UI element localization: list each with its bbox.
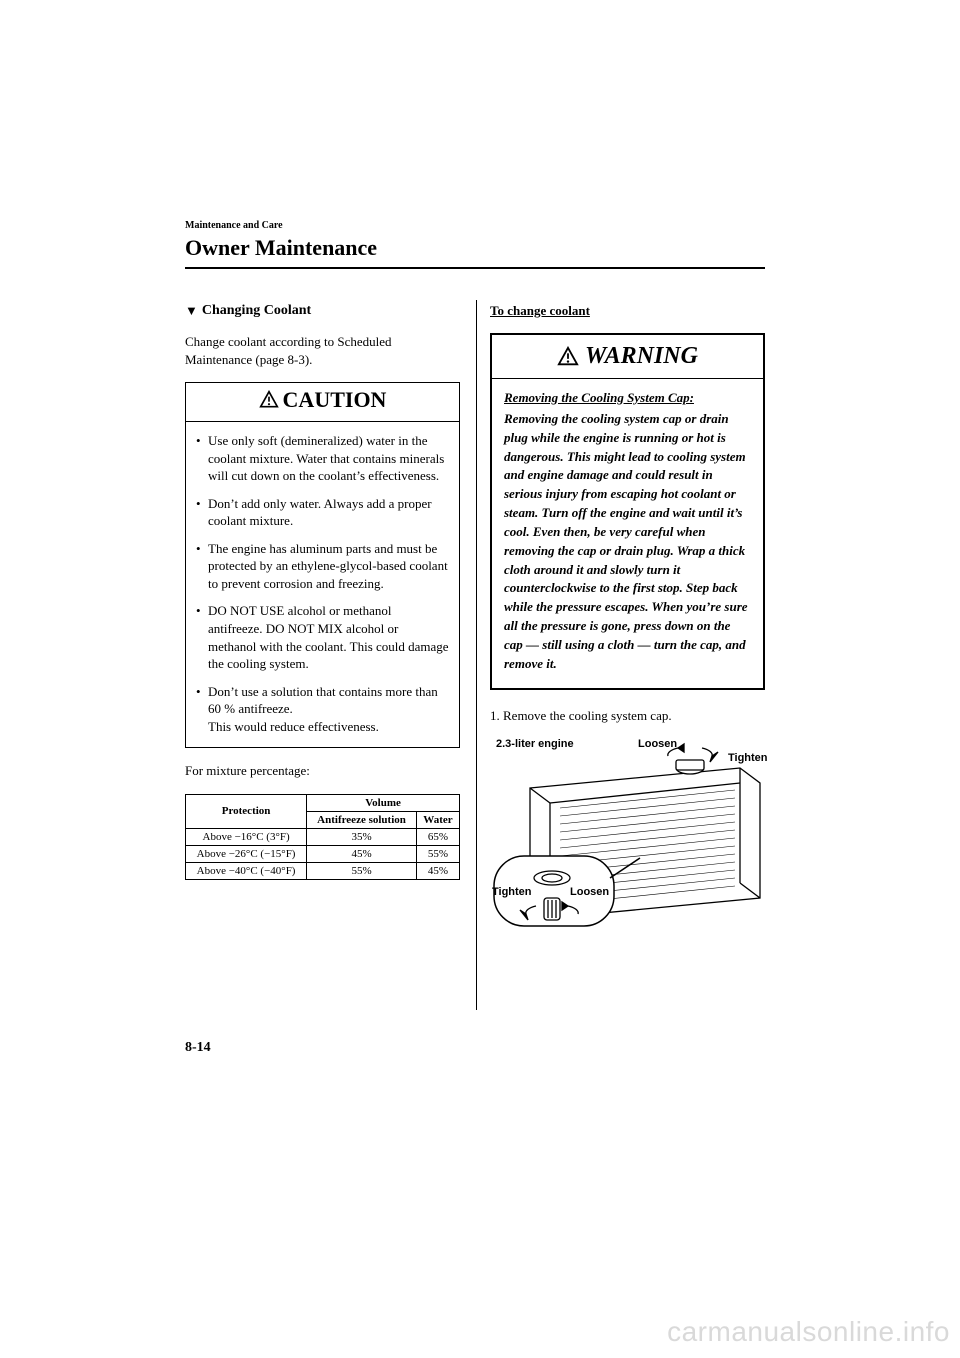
loosen-label-bottom: Loosen [570, 886, 609, 898]
page-number: 8-14 [185, 1040, 211, 1056]
engine-label: 2.3-liter engine [496, 738, 574, 750]
caution-title-text: CAUTION [283, 387, 387, 413]
mixture-intro: For mixture percentage: [185, 762, 460, 780]
caution-triangle-icon [259, 390, 279, 410]
header-rule [185, 267, 765, 269]
table-row: Above −16°C (3°F) 35% 65% [186, 828, 460, 845]
col-water: Water [416, 811, 459, 828]
caution-item: •Don’t use a solution that contains more… [196, 683, 449, 736]
column-separator [476, 300, 477, 1010]
caution-item-text: Use only soft (demineralized) water in t… [208, 432, 449, 485]
caution-item: •The engine has aluminum parts and must … [196, 540, 449, 593]
two-column-layout: ▼ Changing Coolant Change coolant accord… [185, 303, 765, 948]
cell-antifreeze: 45% [307, 845, 417, 862]
caution-item-text: DO NOT USE alcohol or methanol antifreez… [208, 602, 449, 672]
warning-title-text: WARNING [585, 343, 698, 370]
cell-water: 45% [416, 862, 459, 879]
tighten-label-bottom: Tighten [492, 886, 532, 898]
right-column: To change coolant WARNING Removing the C… [490, 303, 765, 948]
loosen-label-top: Loosen [638, 738, 677, 750]
warning-body-text: Removing the cooling system cap or drain… [504, 411, 748, 671]
table-header-row: Protection Volume [186, 794, 460, 811]
left-subhead: ▼ Changing Coolant [185, 303, 460, 319]
table-row: Above −26°C (−15°F) 45% 55% [186, 845, 460, 862]
cell-antifreeze: 55% [307, 862, 417, 879]
right-subhead: To change coolant [490, 303, 765, 319]
cell-protection: Above −40°C (−40°F) [186, 862, 307, 879]
radiator-svg [490, 738, 765, 948]
caution-item-text: Don’t add only water. Always add a prope… [208, 495, 449, 530]
caution-item: •DO NOT USE alcohol or methanol antifree… [196, 602, 449, 672]
warning-triangle-icon [557, 346, 579, 368]
header-category: Maintenance and Care [185, 220, 765, 231]
warning-title-row: WARNING [492, 335, 763, 378]
cell-water: 65% [416, 828, 459, 845]
caution-item-text: Don’t use a solution that contains more … [208, 683, 449, 736]
cell-protection: Above −26°C (−15°F) [186, 845, 307, 862]
warning-body: Removing the Cooling System Cap: Removin… [492, 379, 763, 688]
table-row: Above −40°C (−40°F) 55% 45% [186, 862, 460, 879]
radiator-diagram: 2.3-liter engine Loosen Tighten Tighten … [490, 738, 765, 948]
col-antifreeze: Antifreeze solution [307, 811, 417, 828]
intro-text: Change coolant according to Scheduled Ma… [185, 333, 460, 368]
page-content: Maintenance and Care Owner Maintenance ▼… [185, 220, 765, 948]
col-volume: Volume [307, 794, 460, 811]
left-column: ▼ Changing Coolant Change coolant accord… [185, 303, 460, 948]
cell-antifreeze: 35% [307, 828, 417, 845]
caution-body: •Use only soft (demineralized) water in … [186, 422, 459, 747]
mixture-table: Protection Volume Antifreeze solution Wa… [185, 794, 460, 880]
page-header: Maintenance and Care Owner Maintenance [185, 220, 765, 269]
caution-title-row: CAUTION [186, 383, 459, 422]
warning-box: WARNING Removing the Cooling System Cap:… [490, 333, 765, 690]
caution-item-text: The engine has aluminum parts and must b… [208, 540, 449, 593]
caution-item: •Use only soft (demineralized) water in … [196, 432, 449, 485]
caution-box: CAUTION •Use only soft (demineralized) w… [185, 382, 460, 748]
left-subhead-text: Changing Coolant [202, 303, 311, 319]
caution-item: •Don’t add only water. Always add a prop… [196, 495, 449, 530]
caution-list: •Use only soft (demineralized) water in … [196, 432, 449, 735]
watermark: carmanualsonline.info [667, 1316, 950, 1348]
triangle-marker-icon: ▼ [185, 303, 198, 319]
step-1: 1. Remove the cooling system cap. [490, 708, 765, 724]
header-title: Owner Maintenance [185, 235, 765, 261]
col-protection: Protection [186, 794, 307, 828]
cell-water: 55% [416, 845, 459, 862]
tighten-label-top: Tighten [728, 752, 768, 764]
cell-protection: Above −16°C (3°F) [186, 828, 307, 845]
warning-heading: Removing the Cooling System Cap: [504, 389, 751, 408]
